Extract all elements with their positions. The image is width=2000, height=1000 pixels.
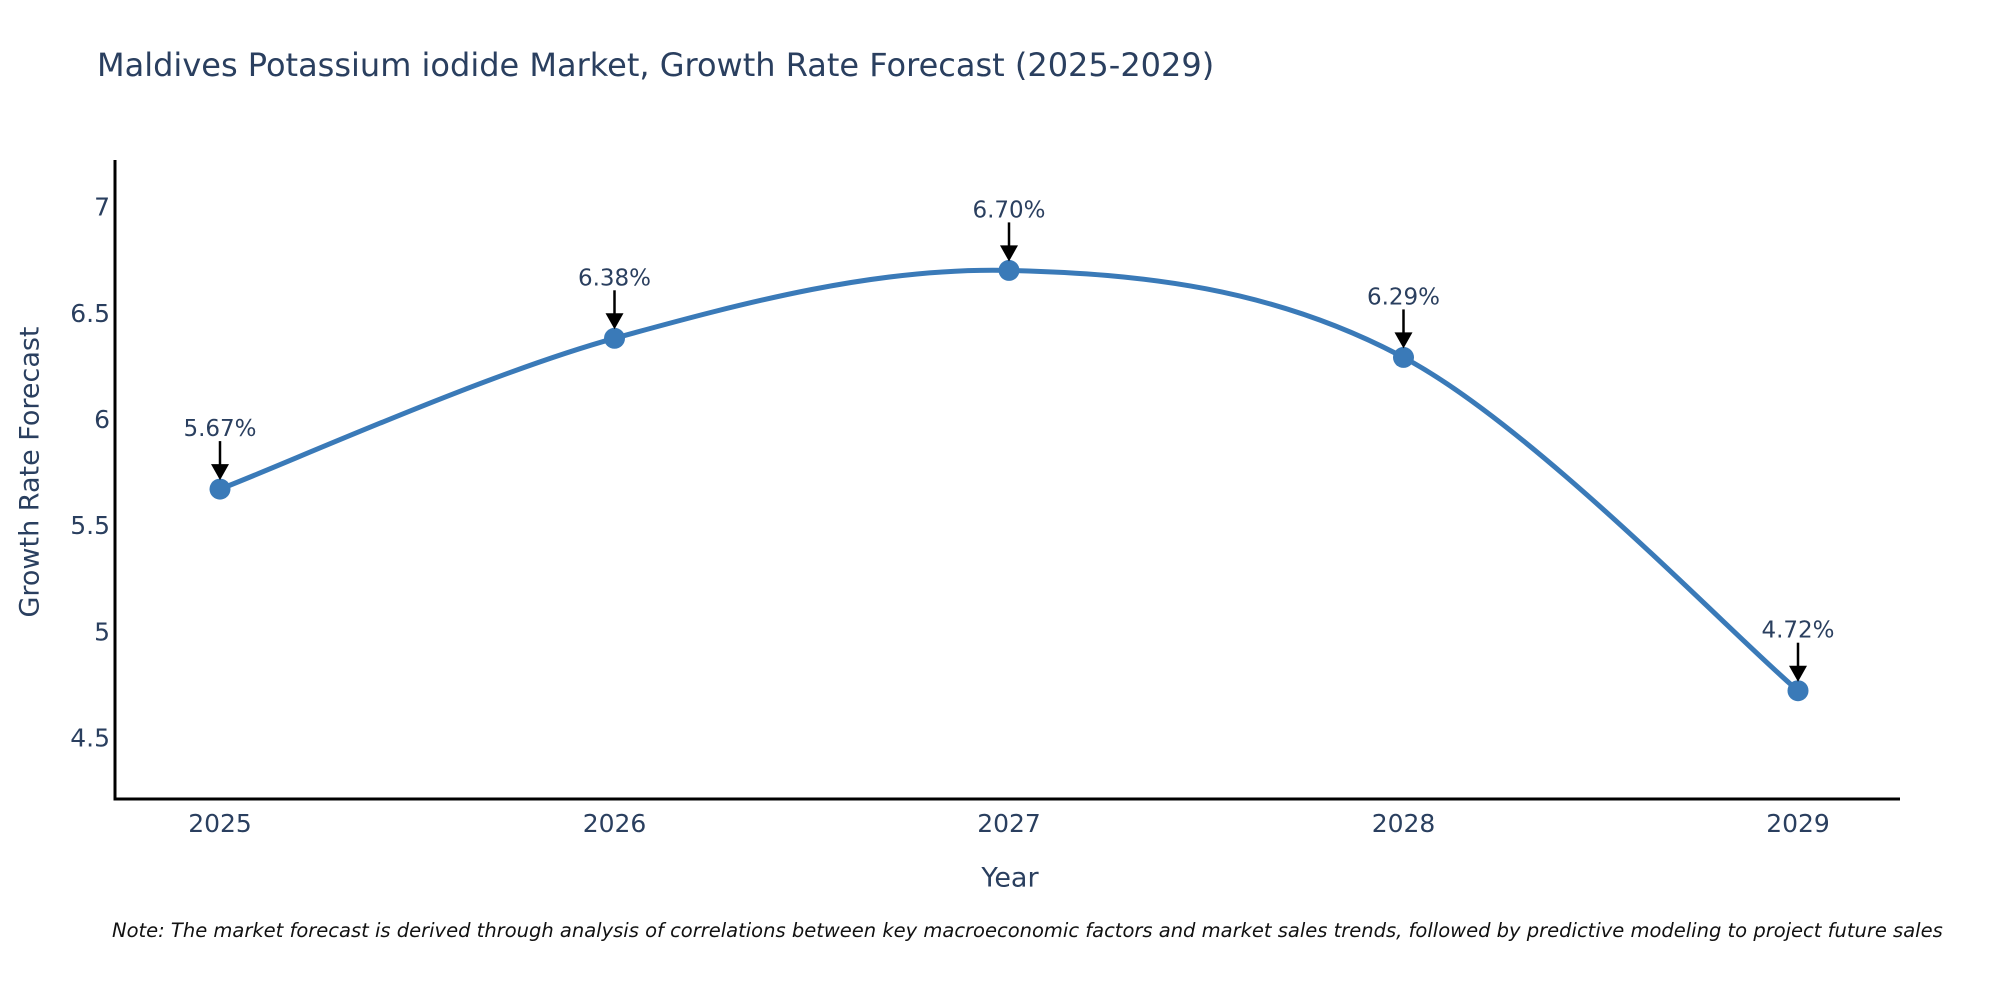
y-tick-label: 5 — [94, 617, 110, 646]
x-tick-label: 2028 — [1372, 809, 1436, 838]
trend-line — [217, 267, 1801, 694]
x-tick-label: 2027 — [977, 809, 1041, 838]
data-point-label: 6.70% — [972, 197, 1045, 223]
annotation-arrow-head — [1789, 665, 1807, 682]
data-point-label: 6.29% — [1367, 284, 1440, 310]
data-point — [1787, 680, 1809, 702]
y-tick-label: 6.5 — [70, 299, 110, 328]
data-point — [604, 327, 625, 349]
x-tick-label: 2029 — [1766, 809, 1830, 838]
annotation-arrow-head — [1394, 332, 1413, 349]
x-tick-label: 2025 — [188, 809, 252, 838]
data-point — [209, 478, 231, 500]
data-point-label: 6.38% — [578, 265, 651, 291]
y-tick-label: 7 — [94, 193, 110, 222]
data-point — [998, 259, 1020, 281]
annotation-arrow-head — [605, 313, 624, 330]
chart-title: Maldives Potassium iodide Market, Growth… — [97, 46, 1215, 84]
y-tick-label: 6 — [94, 405, 110, 434]
x-tick-label: 2026 — [583, 809, 647, 838]
data-point-label: 4.72% — [1761, 618, 1834, 644]
y-tick-label: 5.5 — [70, 511, 110, 540]
annotation-arrow-head — [1000, 245, 1018, 262]
data-point-label: 5.67% — [183, 416, 256, 442]
annotation-arrow-head — [211, 464, 229, 481]
data-point — [1393, 346, 1414, 368]
footnote: Note: The market forecast is derived thr… — [112, 919, 1943, 942]
y-tick-label: 4.5 — [70, 723, 110, 752]
x-axis-title: Year — [981, 862, 1039, 894]
axis-spines — [113, 160, 1900, 801]
